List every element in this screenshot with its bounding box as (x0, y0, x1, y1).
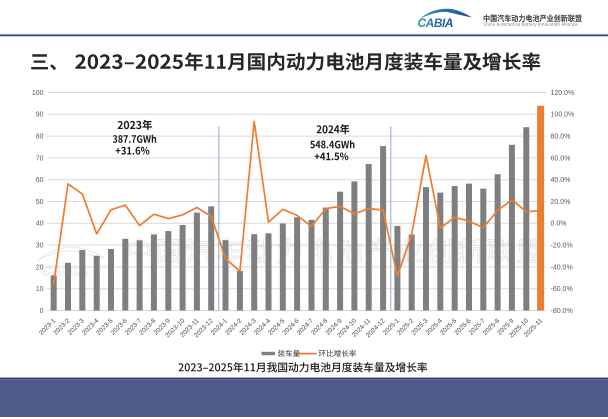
svg-text:-60.0%: -60.0% (551, 286, 573, 293)
svg-text:70: 70 (36, 155, 44, 162)
svg-text:80: 80 (36, 134, 44, 141)
svg-text:CABIA: CABIA (418, 16, 454, 30)
svg-text:-20.0%: -20.0% (551, 243, 573, 250)
svg-text:20: 20 (36, 264, 44, 271)
svg-text:20.0%: 20.0% (551, 199, 571, 206)
svg-text:100.0%: 100.0% (551, 112, 575, 119)
svg-text:30: 30 (36, 243, 44, 250)
svg-text:0: 0 (40, 308, 44, 315)
svg-text:120.0%: 120.0% (551, 90, 575, 97)
svg-text:40.0%: 40.0% (551, 177, 571, 184)
svg-text:50: 50 (36, 199, 44, 206)
svg-text:80.0%: 80.0% (551, 134, 571, 141)
svg-text:60: 60 (36, 177, 44, 184)
svg-text:-40.0%: -40.0% (551, 264, 573, 271)
svg-text:0.0%: 0.0% (551, 221, 567, 228)
svg-text:10: 10 (36, 286, 44, 293)
svg-text:90: 90 (36, 112, 44, 119)
svg-text:60.0%: 60.0% (551, 155, 571, 162)
svg-text:100: 100 (32, 90, 44, 97)
svg-text:40: 40 (36, 221, 44, 228)
svg-text:-80.0%: -80.0% (551, 308, 573, 315)
